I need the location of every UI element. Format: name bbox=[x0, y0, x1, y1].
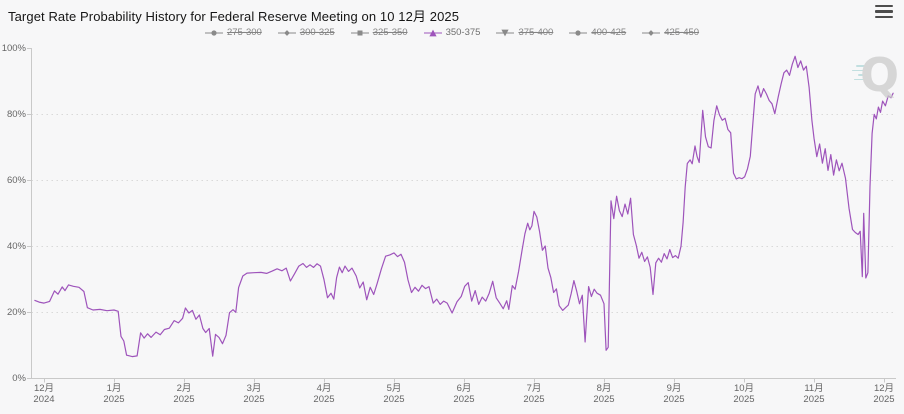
legend-marker-triangle-up-icon bbox=[423, 29, 442, 37]
x-axis-label-year: 2024 bbox=[33, 394, 54, 405]
legend-item-label: 350-375 bbox=[445, 27, 481, 38]
gridlines bbox=[31, 114, 896, 313]
legend-marker-triangle-down-icon bbox=[496, 29, 515, 37]
legend-item-label: 375-400 bbox=[518, 27, 554, 38]
legend-item-label: 400-425 bbox=[591, 27, 627, 38]
x-axis-labels: 12月20241月20252月20253月20254月20255月20256月2… bbox=[33, 378, 895, 405]
x-axis-label-year: 2025 bbox=[173, 394, 194, 405]
hamburger-menu-icon[interactable] bbox=[875, 5, 893, 18]
legend-item-300-325[interactable]: 300-325 bbox=[277, 27, 335, 38]
legend-item-275-300[interactable]: 275-300 bbox=[204, 27, 262, 38]
y-axis-labels: 0% 20% 40% 60% 80% 100% bbox=[2, 43, 32, 384]
legend-item-label: 300-325 bbox=[299, 27, 335, 38]
x-axis-label-month: 11月 bbox=[804, 383, 823, 394]
series-line-350-375 bbox=[34, 55, 894, 358]
x-axis-label-year: 2025 bbox=[243, 394, 264, 405]
y-axis-label: 80% bbox=[7, 109, 27, 120]
axes bbox=[31, 48, 896, 379]
legend-item-425-450[interactable]: 425-450 bbox=[642, 28, 699, 38]
y-axis-label: 100% bbox=[2, 43, 27, 54]
legend-marker-circle-icon bbox=[204, 30, 223, 36]
y-axis-label: 0% bbox=[12, 373, 26, 384]
x-axis-label-year: 2025 bbox=[313, 394, 334, 405]
legend-marker-circle-icon bbox=[569, 30, 588, 36]
legend-item-400-425[interactable]: 400-425 bbox=[569, 28, 626, 38]
y-axis-label: 60% bbox=[7, 175, 27, 186]
x-axis-label-month: 9月 bbox=[667, 383, 682, 394]
legend-item-label: 275-300 bbox=[226, 27, 262, 38]
legend-item-350-375[interactable]: 350-375 bbox=[423, 27, 481, 38]
x-axis-label-month: 5月 bbox=[387, 383, 402, 394]
x-axis-label-year: 2025 bbox=[453, 394, 474, 405]
x-axis-label-year: 2025 bbox=[733, 394, 754, 405]
legend-marker-square-icon bbox=[350, 30, 369, 36]
x-axis-label-month: 1月 bbox=[107, 383, 122, 394]
x-axis-label-year: 2025 bbox=[663, 394, 684, 405]
x-axis-label-year: 2025 bbox=[803, 394, 824, 405]
legend-marker-diamond-icon bbox=[642, 30, 661, 36]
legend-item-label: 425-450 bbox=[664, 27, 700, 38]
x-axis-label-month: 4月 bbox=[317, 383, 332, 394]
legend-item-325-350[interactable]: 325-350 bbox=[350, 27, 408, 38]
x-axis-label-month: 7月 bbox=[527, 383, 542, 394]
x-axis-label-month: 6月 bbox=[457, 383, 472, 394]
x-axis-label-year: 2025 bbox=[523, 394, 544, 405]
x-axis-label-year: 2025 bbox=[593, 394, 614, 405]
x-axis-label-month: 10月 bbox=[734, 383, 754, 394]
legend-marker-diamond-icon bbox=[277, 30, 296, 36]
y-axis-label: 40% bbox=[7, 241, 27, 252]
x-axis-label-year: 2025 bbox=[873, 394, 894, 405]
chart-title: Target Rate Probability History for Fede… bbox=[8, 9, 460, 24]
legend: 275-300 300-325 325-350 350-375 375-400 400-4… bbox=[0, 26, 904, 40]
x-axis-label-year: 2025 bbox=[383, 394, 404, 405]
x-axis-label-month: 3月 bbox=[247, 383, 262, 394]
legend-item-label: 325-350 bbox=[372, 27, 408, 38]
x-axis-label-month: 2月 bbox=[177, 383, 192, 394]
x-axis-label-month: 12月 bbox=[34, 383, 54, 394]
x-axis-label-month: 12月 bbox=[874, 383, 894, 394]
legend-item-375-400[interactable]: 375-400 bbox=[496, 28, 553, 38]
x-axis-label-year: 2025 bbox=[103, 394, 124, 405]
y-axis-label: 20% bbox=[7, 307, 27, 318]
x-axis-label-month: 8月 bbox=[597, 383, 612, 394]
